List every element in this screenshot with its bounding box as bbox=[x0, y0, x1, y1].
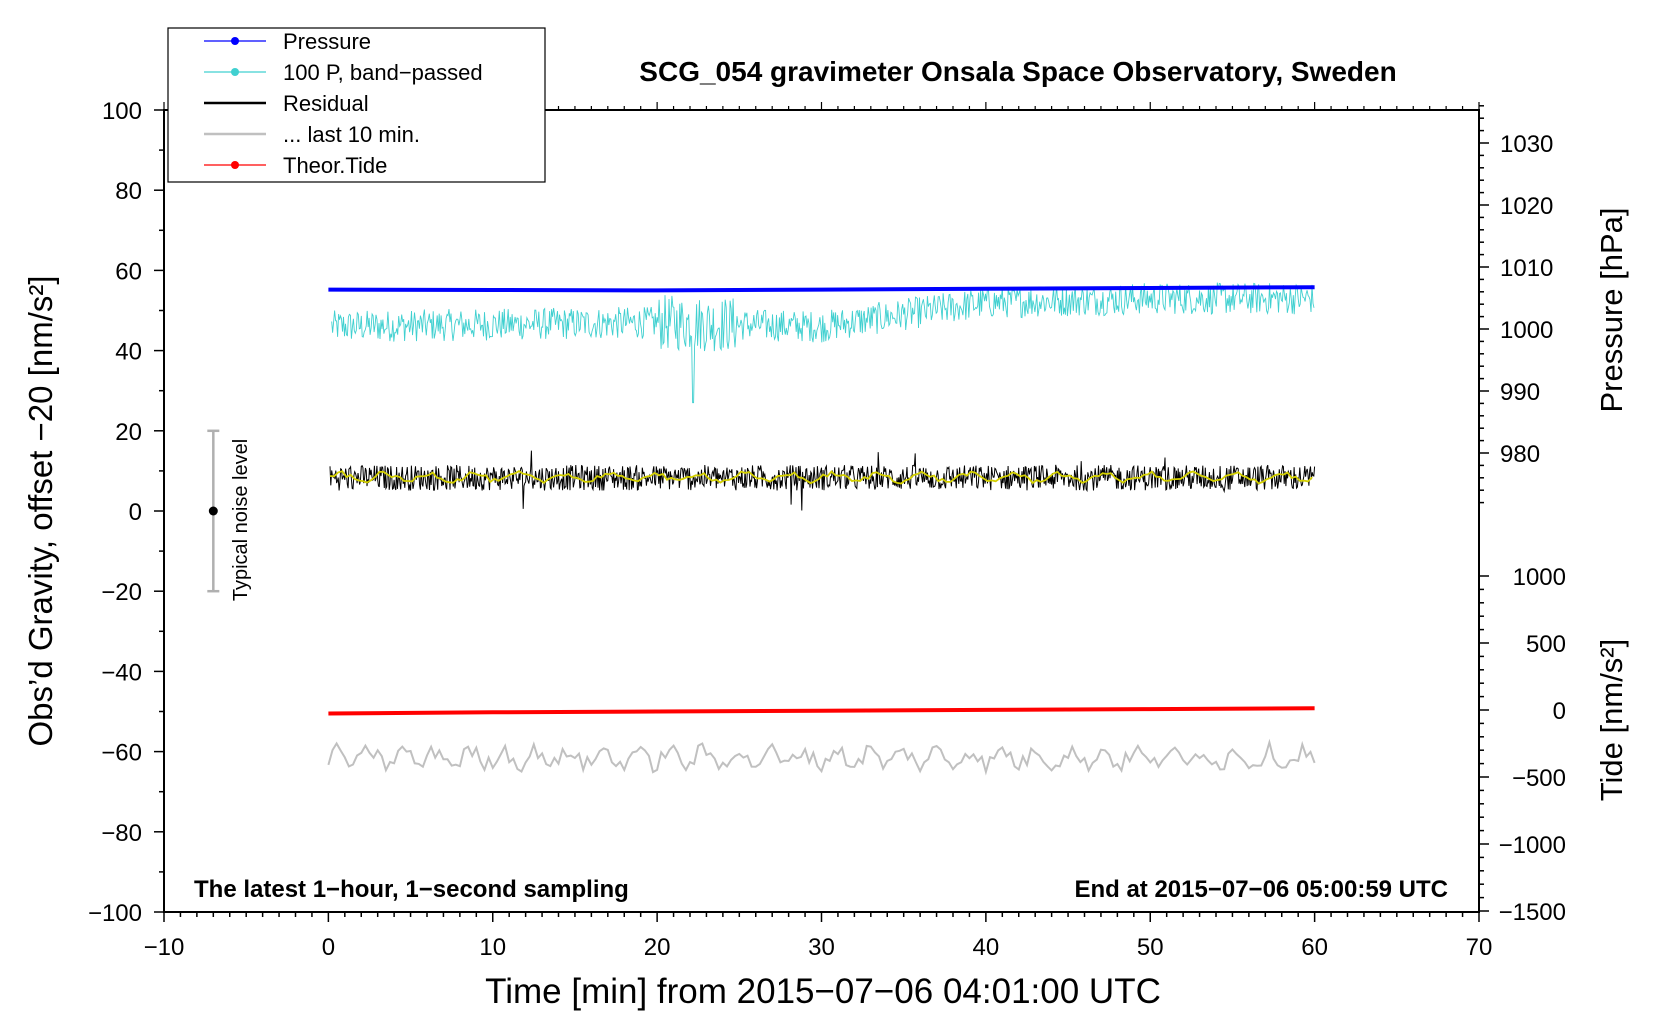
y-tick-label: 60 bbox=[115, 258, 142, 285]
pressure-axis-label: Pressure [hPa] bbox=[1594, 207, 1629, 412]
tide-axis: 1000 500 0 −500 −1000 −1500 bbox=[1479, 564, 1566, 926]
y-tick-label: 0 bbox=[129, 499, 142, 526]
legend: Pressure 100 P, band−passed Residual ... la… bbox=[167, 27, 546, 183]
legend-item: 100 P, band−passed bbox=[204, 60, 483, 85]
series-pressure-line bbox=[328, 285, 1315, 293]
legend-label: Residual bbox=[283, 91, 369, 116]
legend-item: ... last 10 min. bbox=[204, 122, 420, 147]
y-tick-label: 100 bbox=[102, 98, 142, 125]
pressure-tick-label: 1030 bbox=[1500, 131, 1553, 158]
y-tick-label: 40 bbox=[115, 339, 142, 366]
tide-tick-label: 0 bbox=[1553, 698, 1566, 725]
tide-tick-label: −1500 bbox=[1499, 899, 1566, 926]
annotation-sampling: The latest 1−hour, 1−second sampling bbox=[194, 876, 629, 903]
x-tick-label: 50 bbox=[1137, 934, 1164, 961]
pressure-tick-label: 1010 bbox=[1500, 255, 1553, 282]
legend-label: Theor.Tide bbox=[283, 153, 387, 178]
x-axis: −10 0 10 20 30 40 50 60 70 bbox=[144, 912, 1493, 961]
annotation-end-time: End at 2015−07−06 05:00:59 UTC bbox=[1074, 876, 1448, 903]
y-axis-left: −100 −80 −60 −40 −20 0 20 40 60 80 100 bbox=[88, 98, 164, 927]
x-tick-label: −10 bbox=[144, 934, 185, 961]
x-axis-label: Time [min] from 2015−07−06 04:01:00 UTC bbox=[485, 972, 1161, 1011]
noise-indicator bbox=[207, 429, 220, 593]
noise-center-dot bbox=[208, 506, 218, 516]
pressure-tick-label: 1020 bbox=[1500, 193, 1553, 220]
legend-label: ... last 10 min. bbox=[283, 122, 420, 147]
series-residual-line bbox=[329, 450, 1316, 511]
legend-marker bbox=[231, 37, 239, 45]
y-tick-label: −40 bbox=[101, 659, 142, 686]
tide-axis-label: Tide [nm/s²] bbox=[1594, 639, 1629, 802]
pressure-tick-label: 980 bbox=[1500, 441, 1540, 468]
tide-tick-label: −500 bbox=[1512, 765, 1566, 792]
series-smoothed-residual-line bbox=[329, 470, 1313, 485]
y-tick-label: −60 bbox=[101, 740, 142, 767]
y-tick-label: −100 bbox=[88, 900, 142, 927]
x-tick-label: 10 bbox=[479, 934, 506, 961]
x-tick-label: 60 bbox=[1301, 934, 1328, 961]
chart-title: SCG_054 gravimeter Onsala Space Observat… bbox=[639, 56, 1396, 87]
y-axis-label-left: Obs’d Gravity, offset −20 [nm/s²] bbox=[22, 275, 59, 746]
pressure-tick-label: 990 bbox=[1500, 379, 1540, 406]
x-tick-label: 30 bbox=[808, 934, 835, 961]
legend-box bbox=[167, 27, 546, 183]
plot-frame bbox=[163, 109, 1480, 913]
y-tick-label: −80 bbox=[101, 820, 142, 847]
y-tick-label: 80 bbox=[115, 178, 142, 205]
legend-marker bbox=[231, 68, 239, 76]
series-last-10-min-line bbox=[327, 738, 1316, 776]
tide-tick-label: 500 bbox=[1526, 631, 1566, 658]
x-tick-label: 40 bbox=[973, 934, 1000, 961]
y-tick-label: −20 bbox=[101, 579, 142, 606]
legend-marker bbox=[231, 161, 239, 169]
x-tick-label: 20 bbox=[644, 934, 671, 961]
legend-item: Residual bbox=[204, 91, 369, 116]
noise-label: Typical noise level bbox=[230, 439, 252, 601]
x-tick-label: 70 bbox=[1466, 934, 1493, 961]
series-layer bbox=[327, 282, 1316, 776]
series-bandpassed-pressure-line bbox=[331, 282, 1315, 404]
tide-tick-label: 1000 bbox=[1513, 564, 1566, 591]
pressure-tick-label: 1000 bbox=[1500, 317, 1553, 344]
legend-item: Theor.Tide bbox=[204, 153, 387, 178]
pressure-axis: 1030 1020 1010 1000 990 980 bbox=[1479, 105, 1553, 504]
series-tide-line bbox=[328, 706, 1315, 716]
legend-label: Pressure bbox=[283, 29, 371, 54]
y-tick-label: 20 bbox=[115, 419, 142, 446]
legend-item: Pressure bbox=[204, 29, 371, 54]
x-tick-label: 0 bbox=[322, 934, 335, 961]
legend-label: 100 P, band−passed bbox=[283, 60, 483, 85]
tide-tick-label: −1000 bbox=[1499, 832, 1566, 859]
